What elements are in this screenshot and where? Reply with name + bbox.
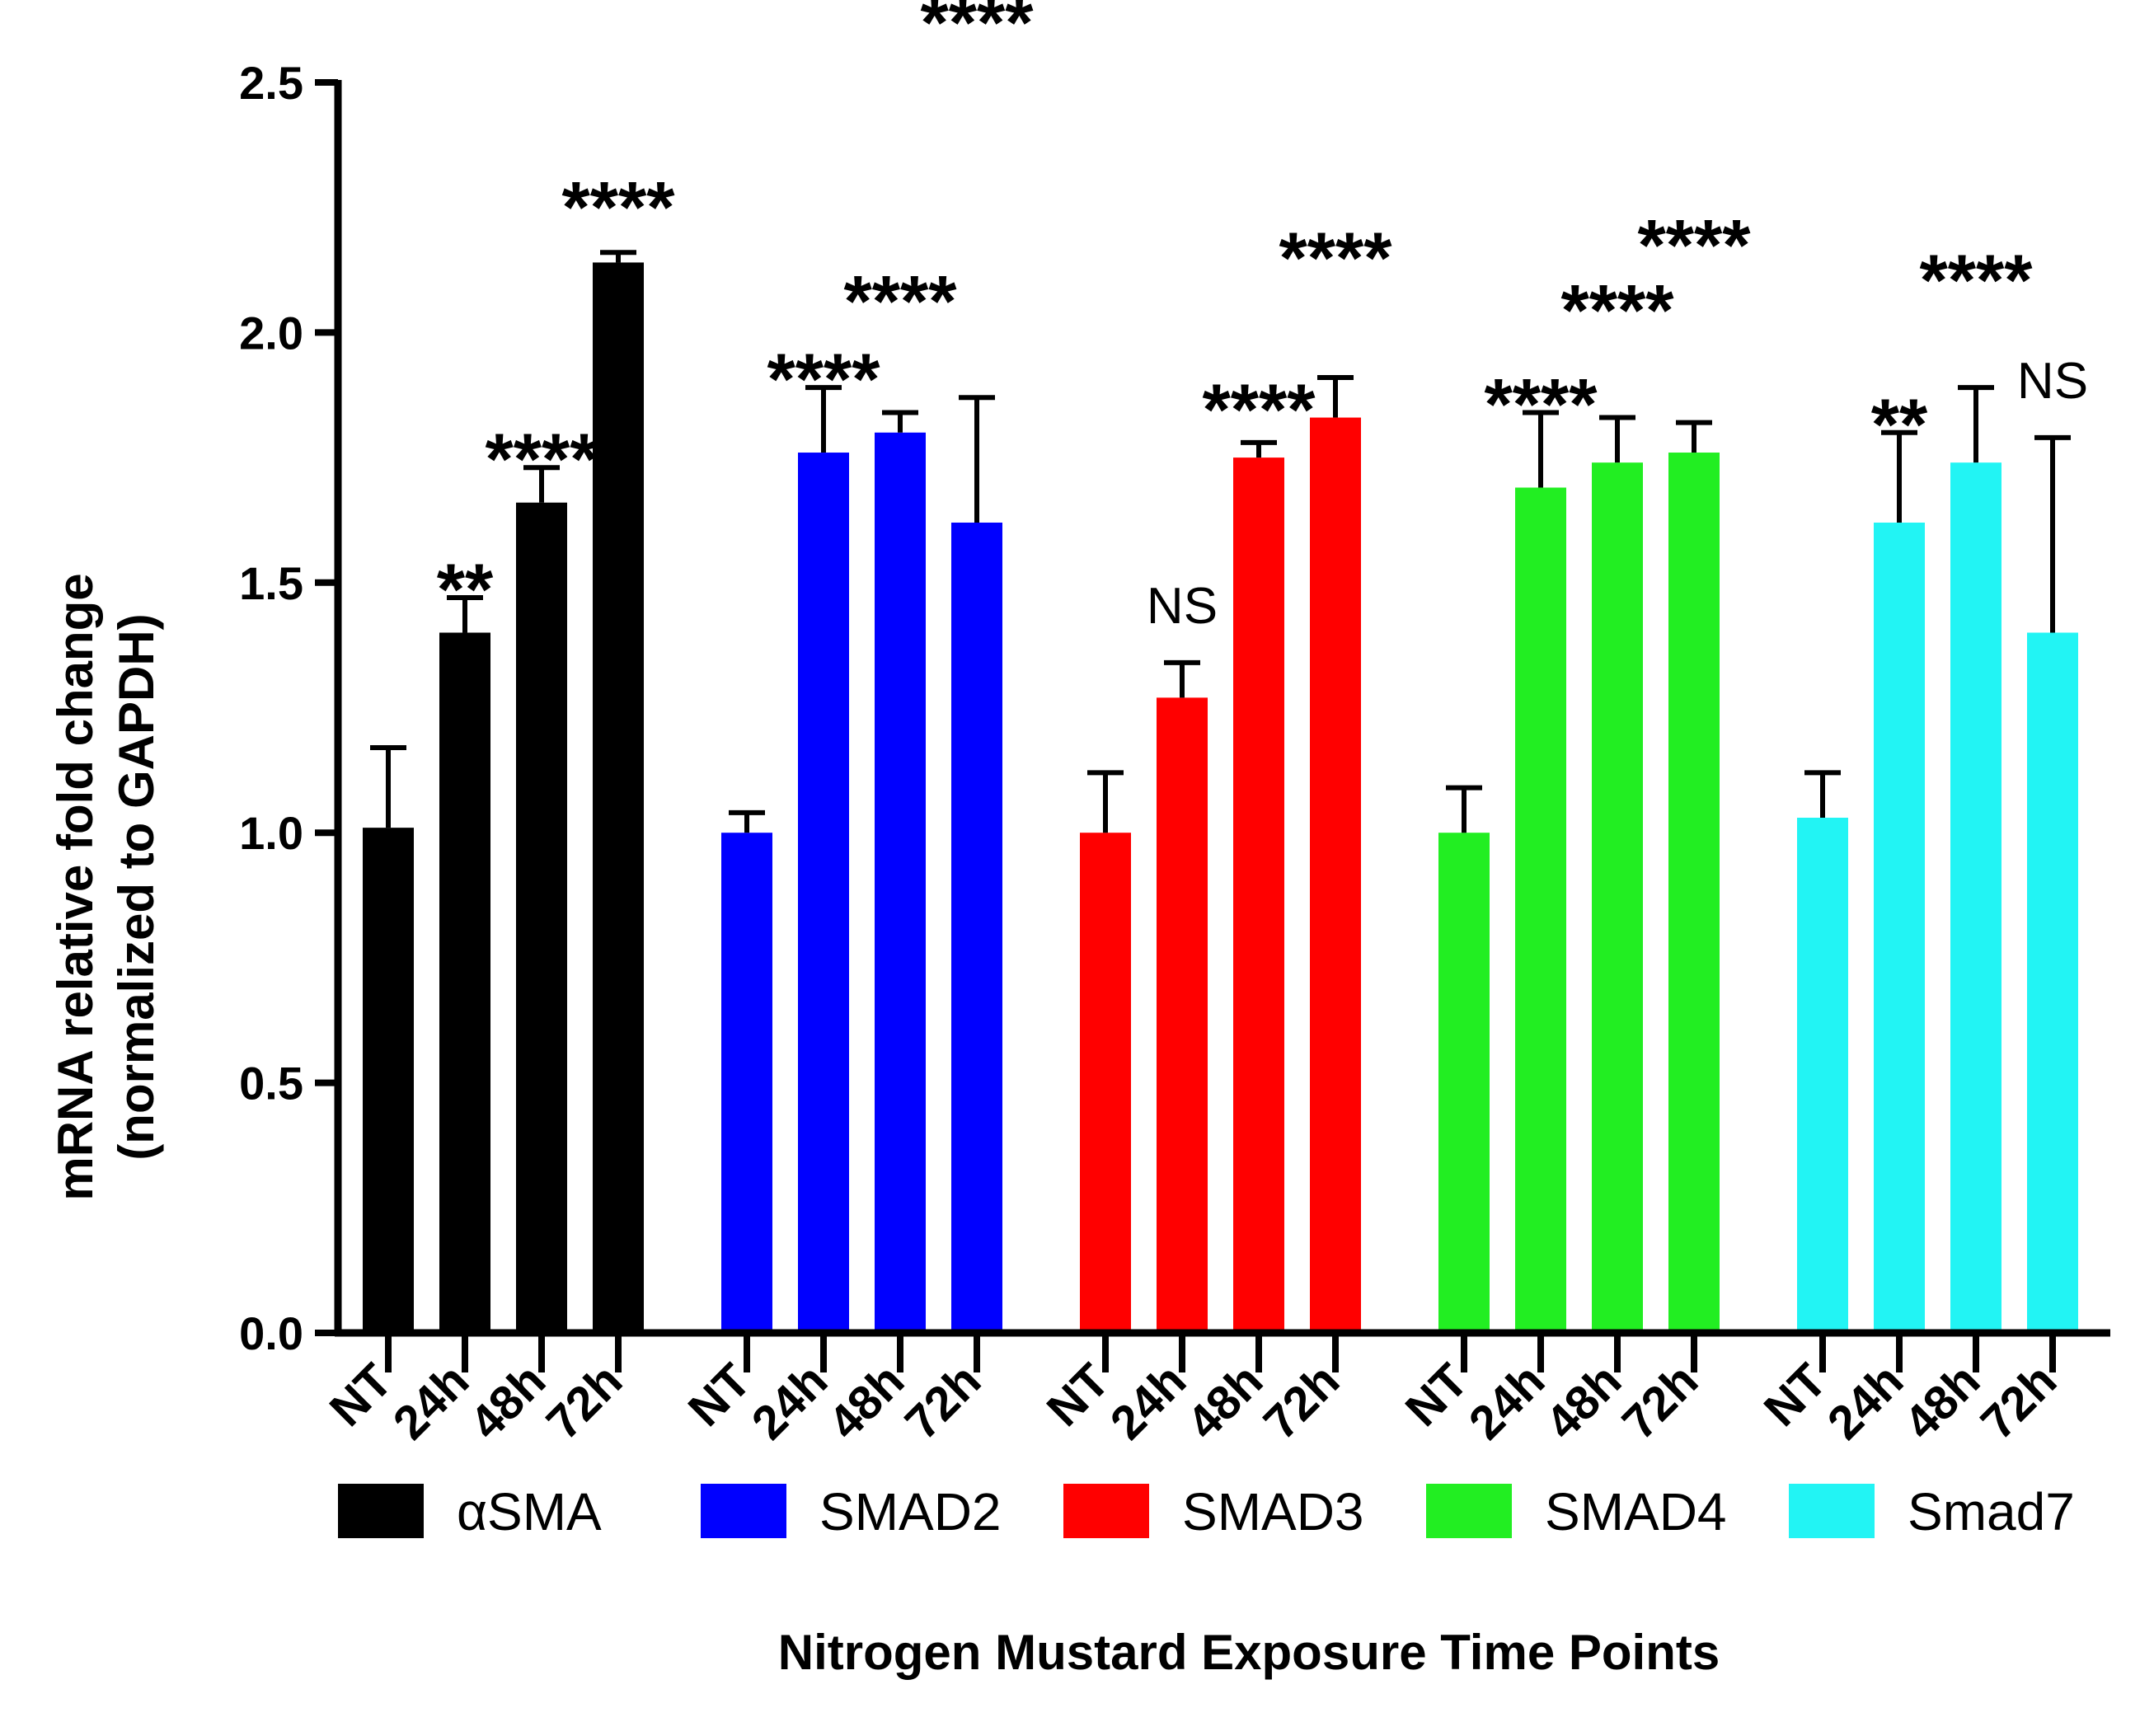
legend-item-αSMA: αSMA — [338, 1482, 602, 1541]
significance-stars: **** — [921, 0, 1035, 63]
significance-stars: ** — [1871, 383, 1928, 465]
y-tick-label: 1.0 — [239, 807, 303, 859]
bar-SMAD3-72h — [1310, 417, 1361, 1333]
bar-SMAD4-NT — [1438, 833, 1490, 1333]
significance-label: NS — [1147, 578, 1218, 635]
legend-item-SMAD4: SMAD4 — [1426, 1482, 1727, 1541]
bar-SMAD2-72h — [951, 522, 1002, 1333]
bar-αSMA-24h — [439, 632, 490, 1333]
significance-stars: **** — [1485, 363, 1598, 444]
legend-item-Smad7: Smad7 — [1789, 1482, 2075, 1541]
legend-label: SMAD3 — [1182, 1482, 1364, 1541]
significance-stars: **** — [1638, 204, 1752, 286]
significance-stars: **** — [1279, 217, 1393, 298]
bar-SMAD2-NT — [721, 833, 772, 1333]
bar-SMAD3-24h — [1157, 697, 1208, 1333]
axes-layer: 0.0 0.5 1.0 1.5 2.0 2.5 — [239, 57, 2110, 1372]
bar-Smad7-24h — [1874, 522, 1925, 1333]
y-axis-title-line2: (normalized to GAPDH) — [109, 613, 164, 1160]
legend-swatch — [338, 1484, 424, 1538]
bar-Smad7-NT — [1797, 817, 1848, 1333]
y-axis-title-line1: mRNA relative fold change — [48, 573, 103, 1200]
bars-layer — [363, 262, 2078, 1334]
bar-αSMA-72h — [593, 262, 644, 1333]
legend-swatch — [1063, 1484, 1149, 1538]
bar-αSMA-NT — [363, 828, 414, 1333]
significance-stars: **** — [767, 338, 881, 420]
legend-swatch — [1789, 1484, 1875, 1538]
legend-label: αSMA — [457, 1482, 602, 1541]
bar-Smad7-72h — [2027, 632, 2078, 1333]
significance-label: NS — [2017, 353, 2088, 410]
y-tick-label: 2.0 — [239, 307, 303, 359]
legend-item-SMAD2: SMAD2 — [701, 1482, 1002, 1541]
bar-SMAD4-48h — [1592, 462, 1643, 1334]
significance-stars: **** — [844, 260, 958, 341]
y-tick-label: 0.5 — [239, 1058, 303, 1110]
significance-stars: **** — [486, 418, 599, 500]
bar-Smad7-48h — [1950, 462, 2001, 1334]
bar-SMAD3-NT — [1080, 833, 1131, 1333]
bar-αSMA-48h — [516, 502, 567, 1333]
significance-stars: **** — [1920, 239, 2034, 321]
significance-annotations-layer: **********************NS****************… — [437, 0, 2088, 635]
significance-stars: **** — [1203, 368, 1316, 450]
legend-item-SMAD3: SMAD3 — [1063, 1482, 1364, 1541]
x-axis-title: Nitrogen Mustard Exposure Time Points — [778, 1625, 1720, 1680]
legend-label: SMAD4 — [1545, 1482, 1727, 1541]
legend-swatch — [701, 1484, 786, 1538]
bar-SMAD4-72h — [1668, 453, 1720, 1333]
bar-SMAD2-48h — [875, 432, 926, 1333]
significance-stars: ** — [437, 548, 494, 630]
y-tick-label: 0.0 — [239, 1307, 303, 1359]
bar-SMAD3-48h — [1233, 457, 1284, 1333]
error-bars-layer — [370, 250, 2071, 833]
significance-stars: **** — [1561, 270, 1675, 351]
legend-label: SMAD2 — [819, 1482, 1002, 1541]
legend-swatch — [1426, 1484, 1512, 1538]
legend-label: Smad7 — [1908, 1482, 2075, 1541]
y-tick-label: 1.5 — [239, 557, 303, 609]
legend: αSMA SMAD2 SMAD3 SMAD4 Smad7 — [338, 1482, 2075, 1541]
significance-stars: **** — [562, 166, 676, 247]
bar-SMAD2-24h — [798, 453, 849, 1333]
bar-SMAD4-24h — [1515, 487, 1566, 1333]
y-tick-label: 2.5 — [239, 57, 303, 109]
